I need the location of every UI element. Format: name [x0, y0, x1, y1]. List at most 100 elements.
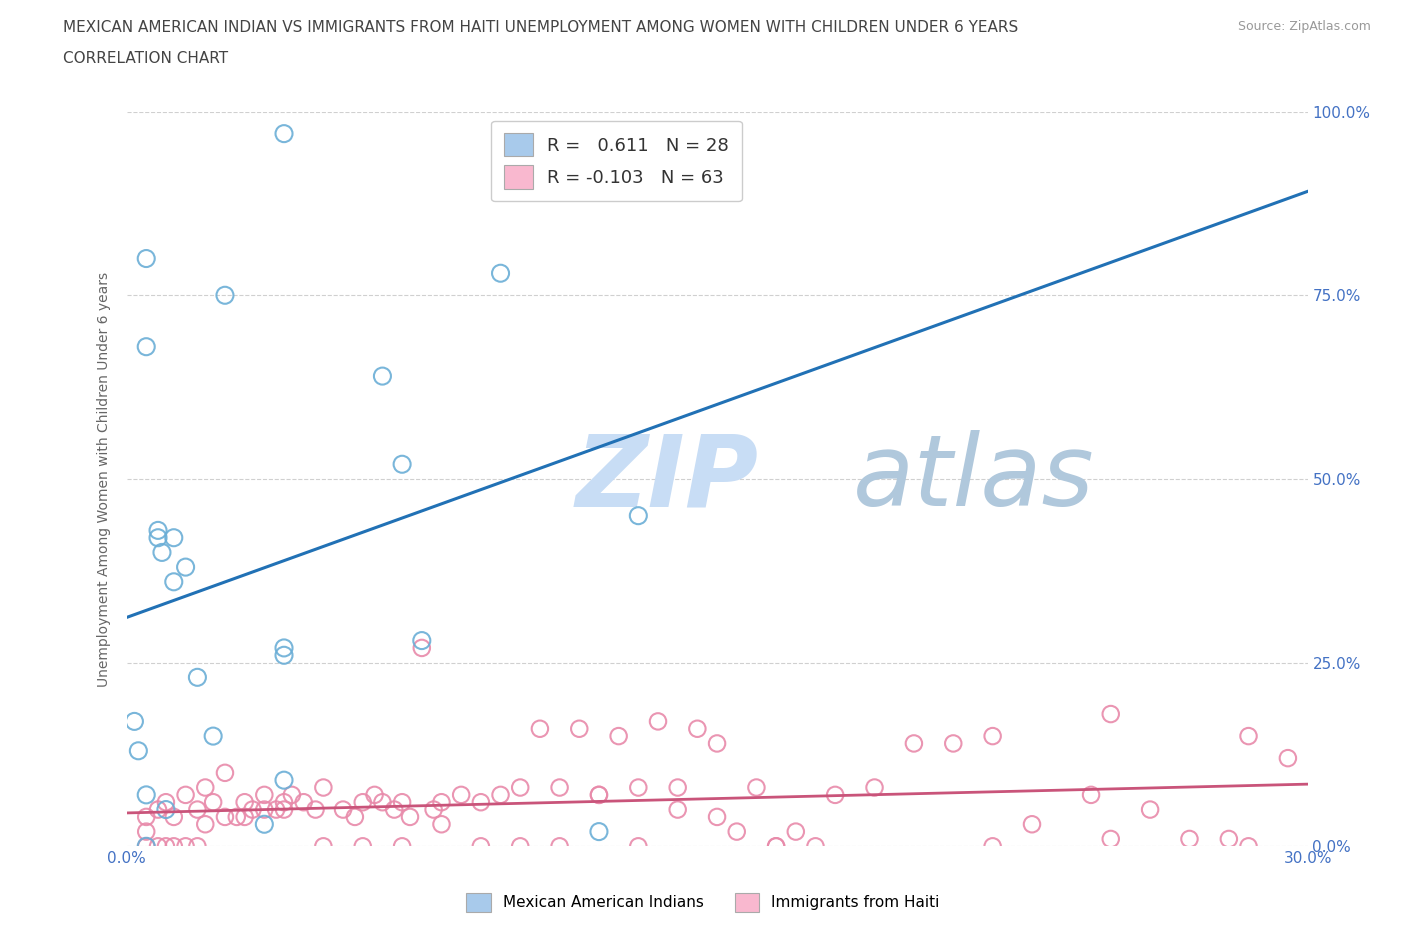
Point [903, 736, 925, 751]
Point [725, 824, 748, 839]
Point [422, 802, 444, 817]
Point [186, 839, 208, 854]
Point [942, 736, 965, 751]
Point [706, 736, 728, 751]
Point [627, 780, 650, 795]
Point [273, 795, 295, 810]
Point [1021, 817, 1043, 831]
Point [981, 839, 1004, 854]
Point [273, 648, 295, 663]
Point [804, 839, 827, 854]
Point [411, 633, 433, 648]
Point [135, 809, 157, 824]
Point [155, 795, 177, 810]
Point [174, 560, 197, 575]
Point [745, 780, 768, 795]
Point [225, 809, 247, 824]
Point [135, 839, 157, 854]
Point [273, 802, 295, 817]
Point [607, 729, 630, 744]
Text: Source: ZipAtlas.com: Source: ZipAtlas.com [1237, 20, 1371, 33]
Point [146, 523, 169, 538]
Point [686, 722, 709, 737]
Point [706, 809, 728, 824]
Point [371, 368, 394, 383]
Point [568, 722, 591, 737]
Point [1080, 788, 1102, 803]
Point [135, 251, 157, 266]
Point [163, 575, 186, 590]
Point [186, 670, 208, 684]
Point [264, 802, 287, 817]
Text: ZIP: ZIP [575, 431, 758, 527]
Point [382, 802, 405, 817]
Point [146, 802, 169, 817]
Y-axis label: Unemployment Among Women with Children Under 6 years: Unemployment Among Women with Children U… [97, 272, 111, 686]
Point [233, 795, 256, 810]
Point [1237, 729, 1260, 744]
Point [155, 802, 177, 817]
Point [391, 795, 413, 810]
Point [666, 802, 689, 817]
Point [174, 839, 197, 854]
Point [343, 809, 366, 824]
Point [371, 795, 394, 810]
Point [352, 839, 374, 854]
Point [489, 266, 512, 281]
Point [214, 765, 236, 780]
Point [1099, 707, 1122, 722]
Point [202, 729, 225, 744]
Point [391, 457, 413, 472]
Point [981, 729, 1004, 744]
Point [304, 802, 326, 817]
Point [765, 839, 787, 854]
Point [135, 788, 157, 803]
Point [273, 126, 295, 141]
Point [588, 126, 610, 141]
Point [135, 839, 157, 854]
Point [411, 641, 433, 656]
Point [352, 795, 374, 810]
Point [863, 780, 886, 795]
Point [135, 824, 157, 839]
Point [127, 743, 149, 758]
Point [194, 817, 217, 831]
Point [163, 809, 186, 824]
Point [363, 788, 385, 803]
Point [174, 788, 197, 803]
Point [588, 824, 610, 839]
Point [430, 817, 453, 831]
Legend: R =   0.611   N = 28, R = -0.103   N = 63: R = 0.611 N = 28, R = -0.103 N = 63 [492, 121, 742, 201]
Legend: Mexican American Indians, Immigrants from Haiti: Mexican American Indians, Immigrants fro… [460, 887, 946, 918]
Point [1139, 802, 1161, 817]
Point [430, 795, 453, 810]
Point [135, 339, 157, 354]
Point [253, 788, 276, 803]
Text: atlas: atlas [853, 431, 1094, 527]
Point [146, 839, 169, 854]
Point [312, 839, 335, 854]
Point [548, 780, 571, 795]
Point [202, 795, 225, 810]
Point [391, 839, 413, 854]
Point [1237, 839, 1260, 854]
Point [214, 288, 236, 303]
Point [332, 802, 354, 817]
Point [647, 714, 669, 729]
Text: CORRELATION CHART: CORRELATION CHART [63, 51, 228, 66]
Point [163, 839, 186, 854]
Point [233, 809, 256, 824]
Point [292, 795, 315, 810]
Point [253, 817, 276, 831]
Point [548, 839, 571, 854]
Point [124, 714, 146, 729]
Point [273, 773, 295, 788]
Point [450, 788, 472, 803]
Point [155, 839, 177, 854]
Point [253, 802, 276, 817]
Point [1277, 751, 1299, 765]
Point [273, 641, 295, 656]
Point [399, 809, 422, 824]
Point [281, 788, 304, 803]
Point [242, 802, 264, 817]
